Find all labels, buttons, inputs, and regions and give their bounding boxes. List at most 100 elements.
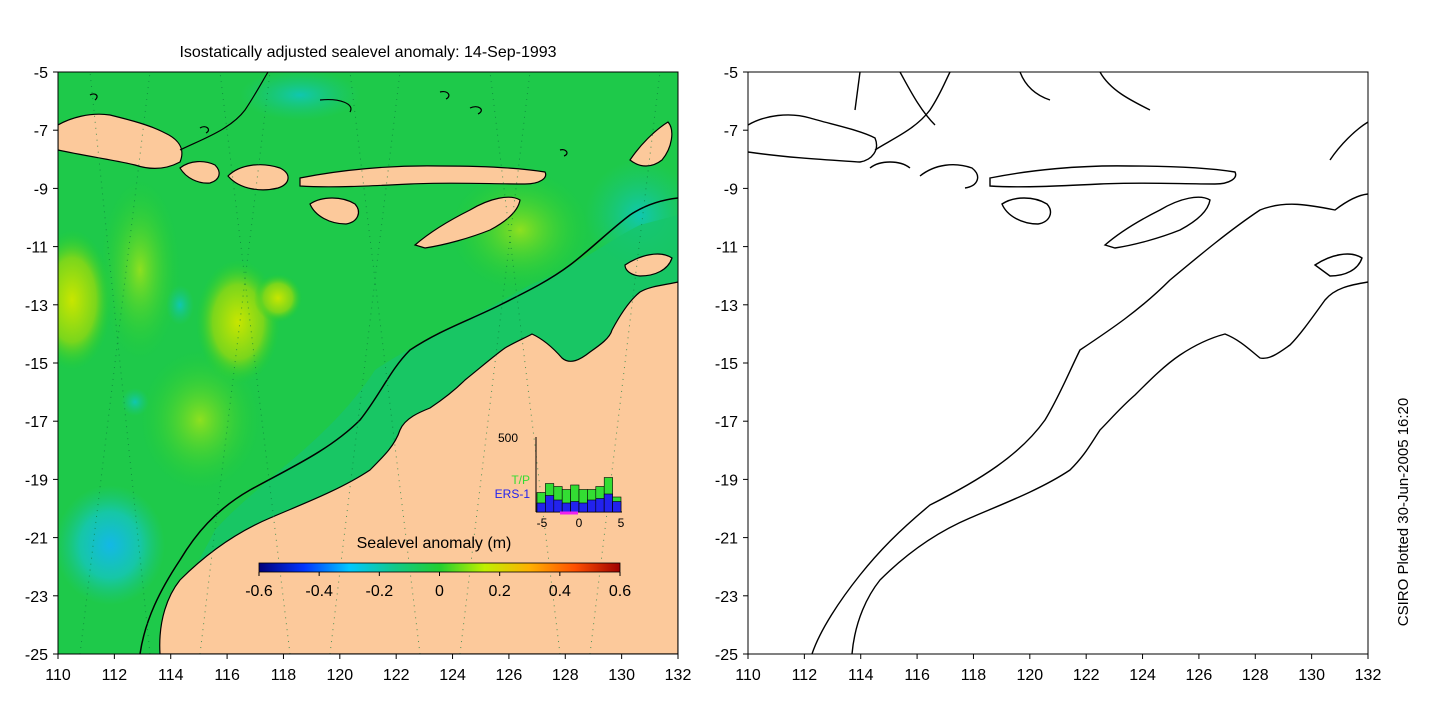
inset-bar-ers1 bbox=[553, 499, 563, 513]
x-tick-label: 110 bbox=[735, 667, 761, 684]
anomaly-low-small-2 bbox=[121, 388, 149, 416]
anomaly-light-2 bbox=[140, 350, 260, 490]
tanimbar bbox=[624, 253, 673, 277]
x-tick-label: 118 bbox=[271, 667, 297, 684]
anomaly-light-1 bbox=[100, 180, 180, 360]
inset-bar-ers1 bbox=[612, 501, 622, 513]
y-tick-label: -23 bbox=[25, 589, 48, 606]
x-tick-label: 128 bbox=[1242, 667, 1269, 684]
y-tick-label: -9 bbox=[724, 181, 738, 198]
timor bbox=[413, 196, 521, 249]
y-tick-label: -15 bbox=[715, 356, 738, 373]
x-tick-label: 116 bbox=[214, 667, 240, 684]
inset-x-tick-label: 5 bbox=[618, 516, 625, 530]
colorbar-bar bbox=[258, 562, 621, 573]
sumbawa bbox=[227, 164, 289, 191]
coastline-east bbox=[1313, 121, 1368, 277]
coastline-islands bbox=[869, 161, 1237, 189]
map-title: Isostatically adjusted sealevel anomaly:… bbox=[179, 44, 556, 61]
inset-x-tick-label: 0 bbox=[576, 516, 583, 530]
y-tick-label: -11 bbox=[26, 240, 48, 257]
inset-bar-ers1 bbox=[545, 495, 555, 513]
inset-bar-ers1 bbox=[561, 502, 571, 513]
y-tick-label: -11 bbox=[716, 240, 738, 257]
colorbar-label: Sealevel anomaly (m) bbox=[357, 535, 512, 552]
x-tick-label: 118 bbox=[961, 667, 987, 684]
x-tick-label: 132 bbox=[665, 667, 692, 684]
anomaly-low-north bbox=[240, 72, 360, 120]
anomaly-low-southwest bbox=[58, 485, 165, 605]
anomaly-high-west bbox=[58, 230, 112, 370]
inset-bar-ers1 bbox=[570, 501, 580, 513]
coastline-north bbox=[874, 72, 951, 151]
x-tick-label: 126 bbox=[496, 667, 523, 684]
bathymetry-contour-b bbox=[854, 72, 1151, 126]
bali-lombok bbox=[179, 161, 220, 184]
y-tick-label: -21 bbox=[25, 531, 48, 548]
x-tick-label: 130 bbox=[1298, 667, 1325, 684]
right-axes: 110 112 114 116 118 120 122 124 126 128 130 132 -5 -7… bbox=[715, 65, 1382, 684]
inset-bar-ers1 bbox=[578, 502, 588, 513]
y-tick-label: -25 bbox=[715, 647, 738, 664]
x-tick-label: 120 bbox=[326, 667, 353, 684]
y-tick-label: -17 bbox=[715, 414, 738, 431]
x-tick-label: 120 bbox=[1016, 667, 1043, 684]
y-tick-label: -15 bbox=[25, 356, 48, 373]
inset-x-ticks: -5 0 5 bbox=[537, 516, 625, 530]
colorbar-tick-label: 0.6 bbox=[609, 583, 631, 600]
x-tick-label: 124 bbox=[439, 667, 466, 684]
small-islands bbox=[89, 91, 568, 157]
y-tick-label: -5 bbox=[34, 65, 48, 82]
java-island bbox=[58, 113, 183, 169]
x-tick-label: 132 bbox=[1355, 667, 1382, 684]
x-tick-label: 122 bbox=[1073, 667, 1100, 684]
x-tick-label: 126 bbox=[1186, 667, 1213, 684]
y-tick-label: -21 bbox=[715, 531, 738, 548]
x-tick-label: 112 bbox=[102, 667, 128, 684]
x-tick-label: 110 bbox=[45, 667, 71, 684]
colorbar-tick-label: -0.4 bbox=[305, 583, 333, 600]
coastline-java bbox=[748, 114, 878, 163]
x-tick-label: 128 bbox=[552, 667, 579, 684]
anomaly-light-3 bbox=[450, 170, 590, 290]
colorbar-tick-label: -0.2 bbox=[366, 583, 394, 600]
y-tick-label: -13 bbox=[715, 298, 738, 315]
colorbar: Sealevel anomaly (m) -0.6 -0.4 -0.2 0 0.2 0.4… bbox=[245, 535, 631, 600]
y-tick-label: -7 bbox=[34, 123, 48, 140]
x-tick-label: 130 bbox=[608, 667, 635, 684]
colorbar-tick-label: 0.4 bbox=[549, 583, 571, 600]
y-tick-label: -19 bbox=[25, 472, 48, 489]
colorbar-tick-label: 0 bbox=[435, 583, 444, 600]
inset-bar-ers1 bbox=[536, 502, 546, 513]
x-tick-label: 114 bbox=[158, 667, 184, 684]
inset-legend-tp: T/P bbox=[511, 473, 530, 487]
coastline-sumba bbox=[1001, 197, 1052, 225]
y-tick-label: -19 bbox=[715, 472, 738, 489]
anomaly-low-small bbox=[166, 285, 194, 325]
x-tick-label: 122 bbox=[383, 667, 410, 684]
north-contour bbox=[179, 72, 269, 151]
inset-x-tick-label: -5 bbox=[537, 516, 548, 530]
x-tick-label: 116 bbox=[904, 667, 930, 684]
inset-legend-ers1: ERS-1 bbox=[495, 487, 531, 501]
x-tick-label: 124 bbox=[1129, 667, 1156, 684]
y-tick-label: -13 bbox=[25, 298, 48, 315]
x-tick-label: 114 bbox=[848, 667, 874, 684]
coastline-timor bbox=[1103, 196, 1211, 249]
y-tick-label: -17 bbox=[25, 414, 48, 431]
flores bbox=[299, 165, 547, 188]
bathymetry-contour-a bbox=[811, 193, 1368, 654]
y-tick-label: -25 bbox=[25, 647, 48, 664]
colorbar-tick-label: -0.6 bbox=[245, 583, 273, 600]
y-tick-label: -7 bbox=[724, 123, 738, 140]
sumba bbox=[309, 197, 359, 225]
inset-bar-ers1 bbox=[595, 498, 605, 513]
shelf-contour bbox=[139, 197, 678, 654]
inset-bars bbox=[536, 477, 622, 513]
right-map-background bbox=[748, 72, 1368, 654]
y-tick-label: -23 bbox=[715, 589, 738, 606]
coastline-australia bbox=[851, 281, 1368, 654]
y-tick-label: -5 bbox=[724, 65, 738, 82]
contour-map-panel bbox=[748, 72, 1368, 654]
